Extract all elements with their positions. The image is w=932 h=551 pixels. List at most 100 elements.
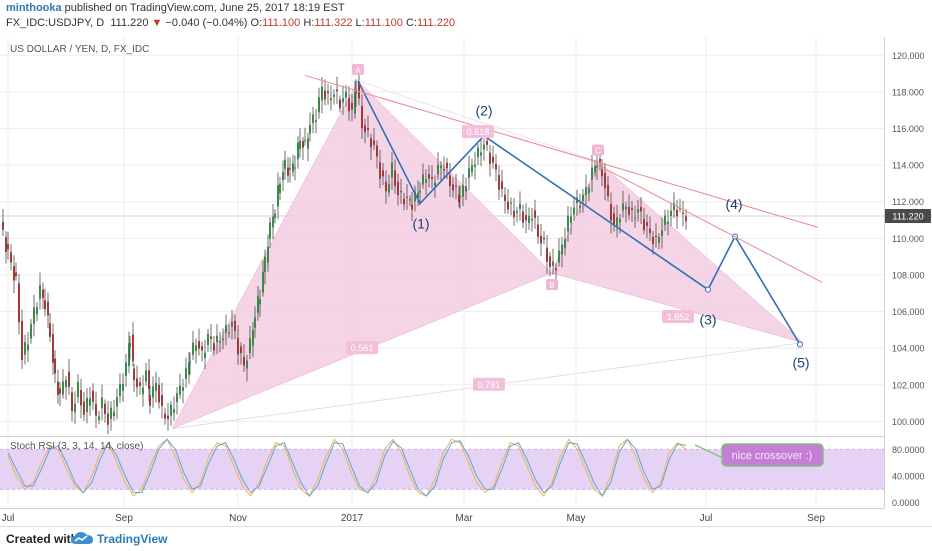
candle-body (379, 162, 381, 179)
candle-body (264, 257, 266, 272)
candle-body (685, 216, 687, 221)
candle-body (440, 166, 442, 169)
wave-label: (2) (475, 103, 492, 119)
candle-body (136, 378, 138, 387)
candle-body (483, 145, 485, 150)
candle-body (113, 412, 115, 416)
candle-body (161, 395, 163, 406)
candle-body (195, 345, 197, 351)
candle-body (549, 256, 551, 267)
candle-body (68, 372, 70, 387)
candle-body (318, 97, 320, 112)
price-tick-label: 106.000 (892, 307, 925, 317)
published-text: published on TradingView.com, June 25, 2… (62, 2, 345, 14)
open-value: 111.100 (262, 17, 300, 29)
candle-body (83, 402, 85, 415)
candle-body (21, 321, 23, 360)
candle-body (459, 196, 461, 197)
candle-body (192, 343, 194, 355)
pattern-letter: B (549, 281, 554, 290)
candle-body (425, 179, 427, 182)
candle-body (342, 98, 344, 102)
time-tick-label: May (567, 513, 586, 524)
time-tick-label: Sep (807, 513, 825, 524)
candle-body (640, 207, 642, 211)
candle-body (373, 141, 375, 145)
candle-body (71, 392, 73, 411)
candle-body (391, 162, 393, 177)
wave-label: (1) (412, 215, 429, 231)
candle-body (98, 416, 100, 420)
candle-body (30, 324, 32, 338)
candle-body (304, 140, 306, 141)
candle-body (400, 191, 402, 192)
candle-body (622, 204, 624, 211)
candle-body (49, 323, 51, 337)
candle-body (516, 211, 518, 213)
candle-body (382, 170, 384, 176)
candle-body (411, 205, 413, 210)
author-link[interactable]: minthooka (6, 2, 62, 14)
time-tick-label: 2017 (341, 513, 364, 524)
candle-body (277, 185, 279, 206)
candle-body (452, 184, 454, 190)
candle-body (649, 229, 651, 234)
publish-line: minthooka published on TradingView.com, … (6, 2, 345, 14)
wave-point-marker (706, 287, 711, 292)
candle-body (637, 209, 639, 213)
candle-body (601, 170, 603, 177)
candle-body (403, 199, 405, 205)
price-tick-label: 110.000 (892, 234, 924, 244)
candle-body (570, 217, 572, 223)
candle-body (116, 397, 118, 406)
candle-body (237, 338, 239, 355)
candle-body (95, 404, 97, 416)
main-chart-title: US DOLLAR / YEN, D, FX_IDC (10, 44, 149, 55)
candle-body (658, 237, 660, 243)
candle-body (504, 195, 506, 201)
candle-body (333, 95, 335, 97)
wave-label: (5) (792, 355, 809, 371)
candle-body (364, 126, 366, 133)
candle-body (257, 296, 259, 313)
candle-body (625, 207, 627, 210)
candle-body (213, 343, 215, 350)
candle-body (243, 357, 245, 366)
candle-body (522, 212, 524, 223)
candle-body (670, 211, 672, 216)
candle-body (610, 204, 612, 220)
tradingview-brand[interactable]: TradingView (97, 532, 167, 546)
candle-body (443, 169, 445, 170)
candle-body (489, 153, 491, 164)
candle-body (302, 141, 304, 148)
candle-body (155, 383, 157, 391)
annotation-text: nice crossover :) (732, 450, 813, 462)
tradingview-cloud-icon (70, 530, 94, 546)
footer-bar: Created with TradingView (0, 526, 932, 551)
candle-body (449, 175, 451, 186)
candle-body (262, 272, 264, 293)
candle-body (7, 244, 9, 249)
candle-body (170, 405, 172, 416)
candle-body (129, 343, 131, 347)
candle-body (564, 239, 566, 248)
candle-body (240, 346, 242, 353)
candle-body (307, 138, 309, 148)
candle-body (158, 385, 160, 403)
candle-body (2, 222, 4, 230)
candle-body (585, 187, 587, 195)
candle-body (312, 115, 314, 123)
candle-body (201, 346, 203, 350)
price-tick-label: 114.000 (892, 161, 924, 171)
candle-body (594, 166, 596, 172)
candle-body (13, 266, 15, 280)
candle-body (216, 336, 218, 342)
change-value: −0.040 (−0.04%) (166, 17, 248, 29)
last-price-tag-label: 111.220 (892, 212, 923, 222)
candle-body (604, 173, 606, 188)
candle-body (376, 146, 378, 157)
candle-body (336, 89, 338, 91)
close-label: C: (406, 17, 417, 29)
low-label: L: (356, 17, 365, 29)
price-chart[interactable]: A B C 0.561 0.781 0.618 1.652 (1) (2) (3) (4) (5) 1… (0, 32, 932, 526)
